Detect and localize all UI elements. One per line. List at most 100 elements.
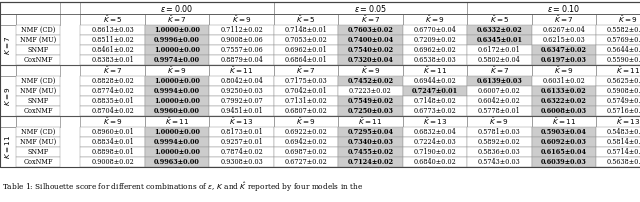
Text: $\hat{K}=9$: $\hat{K}=9$ [360, 65, 380, 76]
Bar [403, 55, 467, 65]
Text: 0.5582±0.03: 0.5582±0.03 [607, 26, 640, 34]
Bar [403, 106, 467, 116]
Bar [81, 65, 145, 76]
Bar [596, 127, 640, 137]
Bar [532, 65, 596, 76]
Bar [338, 96, 403, 106]
Text: 0.6942±0.02: 0.6942±0.02 [285, 138, 328, 146]
Text: $\hat{K}=9$: $\hat{K}=9$ [554, 65, 573, 76]
Text: 0.5836±0.03: 0.5836±0.03 [478, 148, 521, 156]
Text: 0.6345±0.01: 0.6345±0.01 [476, 36, 522, 44]
Bar [532, 14, 596, 25]
Bar [596, 14, 640, 25]
Text: 0.9994±0.00: 0.9994±0.00 [154, 138, 200, 146]
Text: 0.9963±0.00: 0.9963±0.00 [154, 158, 200, 166]
Text: $\hat{K}=9$: $\hat{K}=9$ [618, 14, 638, 25]
Text: 0.6962±0.02: 0.6962±0.02 [413, 46, 456, 54]
Text: 0.6944±0.02: 0.6944±0.02 [413, 77, 456, 85]
Text: SNMF: SNMF [28, 46, 49, 54]
Bar [209, 157, 274, 167]
Text: 0.6165±0.04: 0.6165±0.04 [541, 148, 587, 156]
Text: 0.7295±0.04: 0.7295±0.04 [348, 128, 394, 136]
Bar [403, 116, 467, 127]
Bar [403, 127, 467, 137]
Text: 0.6039±0.03: 0.6039±0.03 [541, 158, 587, 166]
Text: 0.6864±0.01: 0.6864±0.01 [285, 56, 328, 64]
Bar [467, 35, 532, 45]
Text: 0.7131±0.02: 0.7131±0.02 [285, 97, 328, 105]
Bar [596, 106, 640, 116]
Bar [467, 157, 532, 167]
Text: 1.0000±0.00: 1.0000±0.00 [154, 77, 200, 85]
Text: 0.6538±0.03: 0.6538±0.03 [413, 56, 456, 64]
Text: $\varepsilon = 0.00$: $\varepsilon = 0.00$ [161, 2, 194, 14]
Bar [338, 86, 403, 96]
Bar [467, 25, 532, 35]
Text: 0.8835±0.01: 0.8835±0.01 [92, 97, 134, 105]
Bar [467, 127, 532, 137]
Text: 0.8042±0.04: 0.8042±0.04 [220, 77, 263, 85]
Bar [532, 127, 596, 137]
Text: 0.7042±0.01: 0.7042±0.01 [285, 87, 328, 95]
Text: $\hat{K}=13$: $\hat{K}=13$ [423, 116, 447, 127]
Bar [145, 86, 209, 96]
Bar [209, 14, 274, 25]
Text: CoxNMF: CoxNMF [23, 107, 52, 115]
Text: 0.5908±0.01: 0.5908±0.01 [607, 87, 640, 95]
Bar [274, 116, 338, 127]
Bar [274, 137, 338, 147]
Bar [532, 45, 596, 55]
Bar [403, 147, 467, 157]
Bar [0, 127, 16, 167]
Bar [16, 14, 60, 25]
Bar [274, 127, 338, 137]
Bar [338, 137, 403, 147]
Text: $\hat{K}=11$: $\hat{K}=11$ [229, 65, 253, 76]
Text: 0.5625±0.03: 0.5625±0.03 [607, 77, 640, 85]
Bar [81, 55, 145, 65]
Text: 0.7603±0.02: 0.7603±0.02 [348, 26, 394, 34]
Text: 0.7247±0.01: 0.7247±0.01 [412, 87, 458, 95]
Text: 0.5743±0.03: 0.5743±0.03 [478, 158, 521, 166]
Bar [0, 76, 16, 116]
Bar [145, 116, 209, 127]
Bar [16, 157, 60, 167]
Text: 0.8879±0.04: 0.8879±0.04 [220, 56, 263, 64]
Text: 0.6133±0.02: 0.6133±0.02 [541, 87, 587, 95]
Bar [274, 55, 338, 65]
Text: 0.5814±0.03: 0.5814±0.03 [607, 138, 640, 146]
Text: 0.7148±0.01: 0.7148±0.01 [285, 26, 328, 34]
Bar [209, 147, 274, 157]
Bar [596, 116, 640, 127]
Text: $\hat{K}=5$: $\hat{K}=5$ [296, 14, 316, 25]
Text: $\hat{K}=11$: $\hat{K}=11$ [423, 65, 447, 76]
Text: 0.6922±0.02: 0.6922±0.02 [285, 128, 328, 136]
Bar [338, 35, 403, 45]
Text: $\hat{K}=5$: $\hat{K}=5$ [103, 14, 122, 25]
Bar [81, 86, 145, 96]
Bar [274, 96, 338, 106]
Text: 0.8704±0.02: 0.8704±0.02 [92, 107, 134, 115]
Text: 0.8383±0.01: 0.8383±0.01 [92, 56, 134, 64]
Text: 0.8898±0.01: 0.8898±0.01 [92, 148, 134, 156]
Bar [16, 55, 60, 65]
Bar [403, 96, 467, 106]
Text: $\hat{K}=5$: $\hat{K}=5$ [490, 14, 509, 25]
Bar [0, 2, 640, 167]
Text: 0.7209±0.02: 0.7209±0.02 [413, 36, 456, 44]
Bar [532, 96, 596, 106]
Text: 0.5903±0.04: 0.5903±0.04 [541, 128, 587, 136]
Bar [81, 14, 145, 25]
Text: 1.0000±0.00: 1.0000±0.00 [154, 46, 200, 54]
Text: 0.7452±0.02: 0.7452±0.02 [348, 77, 394, 85]
Text: 0.5781±0.03: 0.5781±0.03 [478, 128, 521, 136]
Text: 0.7124±0.02: 0.7124±0.02 [348, 158, 394, 166]
Text: 0.6267±0.04: 0.6267±0.04 [543, 26, 585, 34]
Bar [81, 2, 274, 14]
Bar [209, 65, 274, 76]
Text: NMF (MU): NMF (MU) [20, 138, 56, 146]
Text: 0.7175±0.03: 0.7175±0.03 [285, 77, 328, 85]
Text: 0.9308±0.03: 0.9308±0.03 [220, 158, 263, 166]
Bar [596, 55, 640, 65]
Bar [145, 106, 209, 116]
